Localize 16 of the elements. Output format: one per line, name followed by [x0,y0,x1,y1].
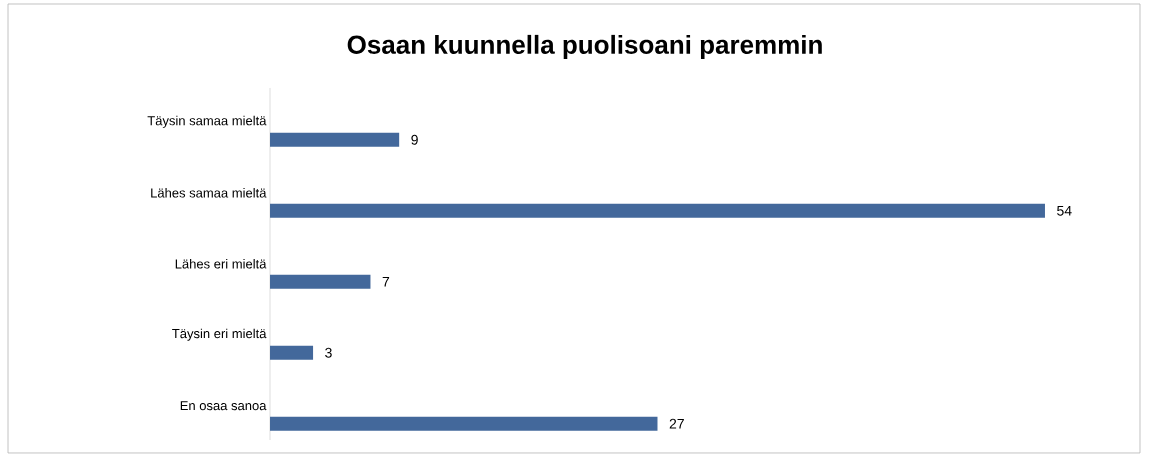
y-tick-label: Täysin samaa mieltä [147,115,267,128]
data-label: 3 [325,347,332,358]
data-label: 7 [382,276,390,287]
bar [270,416,658,431]
bar [270,274,371,289]
bar [270,345,314,360]
y-tick-label: Lähes eri mieltä [175,258,267,269]
data-label: 54 [1057,205,1072,216]
y-tick-label: En osaa sanoa [180,401,267,411]
data-label: 9 [411,134,418,145]
y-tick-label: Täysin eri mieltä [172,328,267,341]
y-tick-label: Lähes samaa mieltä [151,187,267,198]
bar [270,132,400,147]
bar [270,203,1045,218]
chart-title: Osaan kuunnella puolisoani paremmin [347,34,822,60]
data-label: 27 [669,418,684,429]
